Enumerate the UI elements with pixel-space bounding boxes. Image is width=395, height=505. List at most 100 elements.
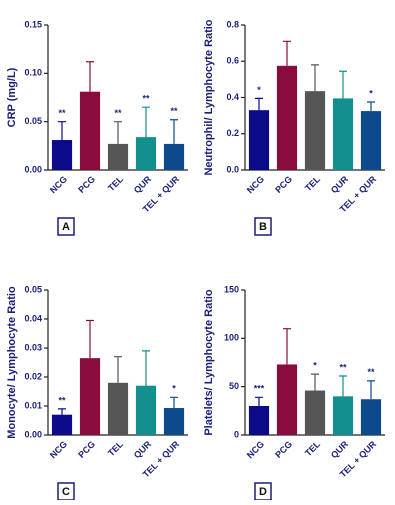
significance-mark: ** bbox=[142, 94, 150, 104]
error-bar bbox=[58, 121, 66, 141]
category-label: PCG bbox=[273, 174, 294, 195]
error-bar bbox=[170, 119, 178, 144]
significance-mark: * bbox=[369, 88, 373, 98]
y-tick-label: 0.05 bbox=[24, 284, 42, 294]
bar bbox=[360, 111, 382, 170]
y-tick-label: 0.02 bbox=[24, 371, 42, 381]
bar bbox=[135, 385, 157, 435]
error-bar bbox=[283, 328, 291, 365]
error-bar bbox=[367, 101, 375, 112]
significance-mark: ** bbox=[170, 106, 178, 116]
error-bar bbox=[86, 61, 94, 92]
significance-mark: ** bbox=[339, 362, 347, 372]
significance-mark: ** bbox=[367, 367, 375, 377]
y-axis-label: CRP (mg/L) bbox=[6, 67, 18, 127]
bar bbox=[276, 65, 298, 170]
bar bbox=[360, 399, 382, 435]
category-label: PCG bbox=[76, 439, 97, 460]
bar bbox=[332, 396, 354, 435]
error-bar bbox=[142, 350, 150, 386]
significance-mark: * bbox=[313, 360, 317, 370]
panel-label: A bbox=[62, 221, 70, 233]
y-axis-label: Platelets/ Lymphocyte Ratio bbox=[203, 289, 215, 436]
y-tick-label: 100 bbox=[224, 333, 239, 343]
chart-panel: 0 50 100 150 Platelets/ Lymphocyte Ratio NCG *… bbox=[203, 284, 385, 501]
error-bar bbox=[255, 97, 263, 111]
bar bbox=[304, 390, 326, 435]
category-label: QUR bbox=[329, 439, 351, 461]
panel-label-box bbox=[254, 217, 272, 236]
error-bar bbox=[86, 319, 94, 359]
y-tick-label: 0.6 bbox=[226, 56, 239, 66]
y-axis-label: Monocyte/ Lymphocyte Ratio bbox=[6, 286, 18, 439]
y-tick-label: 0.10 bbox=[24, 68, 42, 78]
significance-mark: *** bbox=[254, 384, 265, 394]
y-tick-label: 0.15 bbox=[24, 19, 42, 29]
error-bar bbox=[114, 121, 122, 144]
y-tick-label: 0.04 bbox=[24, 313, 42, 323]
bar bbox=[51, 414, 73, 435]
y-tick-label: 150 bbox=[224, 284, 239, 294]
category-label: NCG bbox=[48, 174, 69, 195]
y-axis-label: Neutrophil/ Lymphocyte Ratio bbox=[203, 19, 215, 175]
panel-label-box bbox=[57, 217, 75, 236]
category-label: PCG bbox=[273, 439, 294, 460]
chart-panel: 0.00 0.01 0.02 0.03 0.04 0.05 Monocyte/ Lympho… bbox=[6, 284, 188, 501]
error-bar bbox=[339, 70, 347, 99]
significance-mark: * bbox=[257, 85, 261, 95]
error-bar bbox=[311, 373, 319, 391]
error-bar bbox=[339, 375, 347, 397]
significance-mark: ** bbox=[58, 108, 66, 118]
chart-panel: 0.00 0.05 0.10 0.15 CRP (mg/L) NCG ** PCG TEL ** Q… bbox=[6, 19, 188, 236]
category-label: QUR bbox=[132, 174, 154, 196]
y-tick-label: 0.00 bbox=[24, 429, 42, 439]
bar bbox=[163, 408, 185, 435]
bar bbox=[107, 143, 129, 170]
bar bbox=[51, 140, 73, 170]
bar bbox=[248, 110, 270, 170]
error-bar bbox=[367, 380, 375, 400]
bar bbox=[276, 364, 298, 435]
panel-label: C bbox=[62, 486, 70, 498]
category-label: QUR bbox=[132, 439, 154, 461]
bar bbox=[79, 91, 101, 170]
y-tick-label: 0.4 bbox=[226, 92, 239, 102]
category-label: PCG bbox=[76, 174, 97, 195]
y-tick-label: 0.0 bbox=[226, 164, 239, 174]
error-bar bbox=[255, 396, 263, 406]
bar bbox=[163, 143, 185, 170]
y-tick-label: 0.00 bbox=[24, 164, 42, 174]
category-label: TEL bbox=[106, 174, 125, 193]
bar bbox=[332, 98, 354, 170]
panel-label: B bbox=[259, 221, 267, 233]
category-label: TEL bbox=[303, 439, 322, 458]
error-bar bbox=[58, 408, 66, 415]
error-bar bbox=[170, 396, 178, 409]
category-label: NCG bbox=[245, 439, 266, 460]
y-tick-label: 0.8 bbox=[226, 19, 239, 29]
y-tick-label: 0.05 bbox=[24, 116, 42, 126]
category-label: NCG bbox=[48, 439, 69, 460]
error-bar bbox=[114, 356, 122, 383]
category-label: NCG bbox=[245, 174, 266, 195]
y-tick-label: 0.2 bbox=[226, 128, 239, 138]
significance-mark: ** bbox=[58, 395, 66, 405]
bar bbox=[135, 137, 157, 170]
y-tick-label: 50 bbox=[229, 381, 239, 391]
error-bar bbox=[142, 106, 150, 138]
significance-mark: ** bbox=[114, 108, 122, 118]
bar bbox=[248, 406, 270, 435]
bar bbox=[107, 382, 129, 435]
significance-mark: * bbox=[172, 384, 176, 394]
y-tick-label: 0.01 bbox=[24, 400, 42, 410]
chart-panel: 0.0 0.2 0.4 0.6 0.8 Neutrophil/ Lymphocyte Ra… bbox=[203, 19, 385, 236]
error-bar bbox=[311, 64, 319, 92]
category-label: QUR bbox=[329, 174, 351, 196]
y-tick-label: 0.03 bbox=[24, 342, 42, 352]
y-tick-label: 0 bbox=[234, 429, 239, 439]
panel-label: D bbox=[259, 486, 267, 498]
error-bar bbox=[283, 40, 291, 66]
bar bbox=[79, 358, 101, 435]
category-label: TEL bbox=[303, 174, 322, 193]
